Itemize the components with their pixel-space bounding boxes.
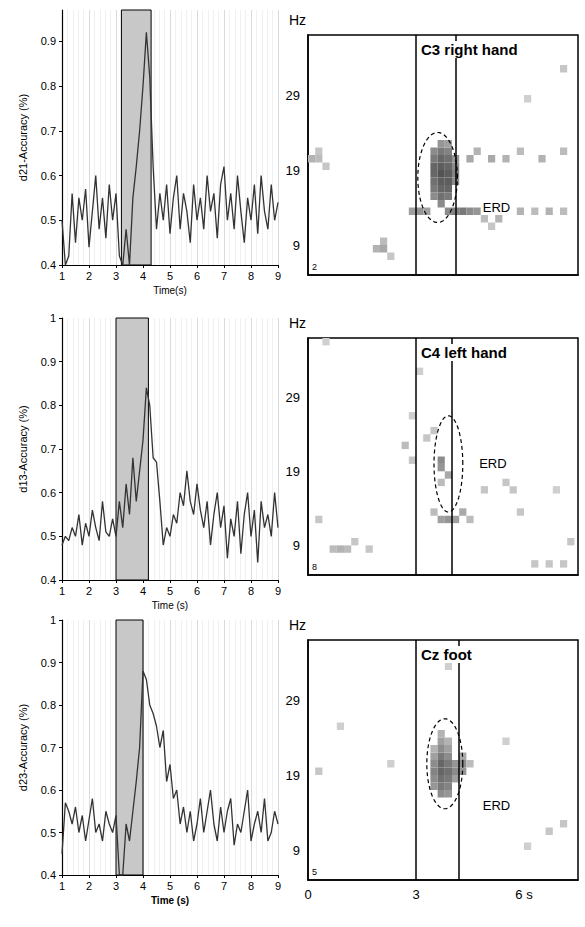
svg-text:ERD: ERD — [483, 798, 510, 813]
svg-text:5: 5 — [312, 867, 317, 877]
svg-text:5: 5 — [167, 270, 173, 282]
svg-text:2: 2 — [86, 270, 92, 282]
svg-text:5: 5 — [167, 585, 173, 597]
svg-text:1: 1 — [59, 880, 65, 892]
svg-text:0.4: 0.4 — [41, 869, 56, 881]
svg-text:d21-Accuracy (%): d21-Accuracy (%) — [17, 94, 29, 181]
svg-text:29: 29 — [286, 390, 300, 405]
svg-text:29: 29 — [286, 88, 300, 103]
svg-text:0.7: 0.7 — [41, 125, 56, 137]
svg-text:29: 29 — [286, 693, 300, 708]
svg-text:1: 1 — [50, 614, 56, 626]
svg-text:19: 19 — [286, 163, 300, 178]
svg-text:0.8: 0.8 — [41, 699, 56, 711]
svg-text:9: 9 — [293, 238, 300, 253]
svg-text:8: 8 — [248, 270, 254, 282]
svg-text:2: 2 — [86, 880, 92, 892]
svg-text:1: 1 — [59, 270, 65, 282]
svg-text:0.9: 0.9 — [41, 35, 56, 47]
svg-text:0.5: 0.5 — [41, 214, 56, 226]
svg-text:7: 7 — [221, 270, 227, 282]
svg-text:1: 1 — [59, 585, 65, 597]
svg-text:0.8: 0.8 — [41, 80, 56, 92]
svg-text:0.9: 0.9 — [41, 657, 56, 669]
svg-text:4: 4 — [140, 585, 146, 597]
svg-text:9: 9 — [293, 843, 300, 858]
svg-text:5: 5 — [167, 880, 173, 892]
svg-text:6: 6 — [194, 270, 200, 282]
svg-text:3: 3 — [113, 585, 119, 597]
svg-text:0.8: 0.8 — [41, 399, 56, 411]
svg-text:Hz: Hz — [289, 617, 306, 633]
svg-text:d13-Accuracy (%): d13-Accuracy (%) — [17, 405, 29, 492]
svg-text:C3 right hand: C3 right hand — [421, 41, 518, 58]
svg-text:3: 3 — [113, 270, 119, 282]
svg-text:8: 8 — [312, 562, 317, 572]
svg-text:Time (s): Time (s) — [152, 600, 188, 611]
svg-text:ERD: ERD — [479, 456, 506, 471]
svg-text:C4 left hand: C4 left hand — [421, 344, 507, 361]
svg-text:8: 8 — [248, 880, 254, 892]
svg-text:4: 4 — [140, 880, 146, 892]
svg-text:9: 9 — [275, 585, 281, 597]
svg-text:0.6: 0.6 — [41, 487, 56, 499]
svg-text:2: 2 — [86, 585, 92, 597]
svg-text:0.5: 0.5 — [41, 827, 56, 839]
svg-text:6: 6 — [194, 585, 200, 597]
svg-text:0.7: 0.7 — [41, 443, 56, 455]
svg-text:9: 9 — [275, 880, 281, 892]
svg-text:4: 4 — [140, 270, 146, 282]
svg-text:Hz: Hz — [289, 315, 306, 331]
svg-text:Hz: Hz — [289, 12, 306, 28]
svg-text:d23-Accuracy (%): d23-Accuracy (%) — [17, 704, 29, 791]
svg-text:Cz foot: Cz foot — [421, 646, 472, 663]
svg-text:ERD: ERD — [483, 200, 510, 215]
svg-text:6: 6 — [194, 880, 200, 892]
svg-text:6 s: 6 s — [515, 887, 533, 902]
svg-text:0.6: 0.6 — [41, 170, 56, 182]
svg-text:9: 9 — [293, 538, 300, 553]
svg-text:Time(s): Time(s) — [153, 285, 187, 296]
svg-text:8: 8 — [248, 585, 254, 597]
svg-text:3: 3 — [412, 887, 419, 902]
svg-text:0.4: 0.4 — [41, 574, 56, 586]
svg-text:0.9: 0.9 — [41, 356, 56, 368]
svg-text:19: 19 — [286, 464, 300, 479]
svg-text:0.4: 0.4 — [41, 259, 56, 271]
svg-text:0.6: 0.6 — [41, 784, 56, 796]
svg-text:0: 0 — [304, 887, 311, 902]
svg-text:3: 3 — [113, 880, 119, 892]
svg-text:2: 2 — [312, 262, 317, 272]
svg-text:0.7: 0.7 — [41, 742, 56, 754]
svg-text:9: 9 — [275, 270, 281, 282]
svg-text:19: 19 — [286, 768, 300, 783]
svg-text:1: 1 — [50, 312, 56, 324]
svg-text:7: 7 — [221, 585, 227, 597]
svg-text:Time (s): Time (s) — [151, 895, 189, 906]
svg-text:0.5: 0.5 — [41, 530, 56, 542]
svg-text:7: 7 — [221, 880, 227, 892]
